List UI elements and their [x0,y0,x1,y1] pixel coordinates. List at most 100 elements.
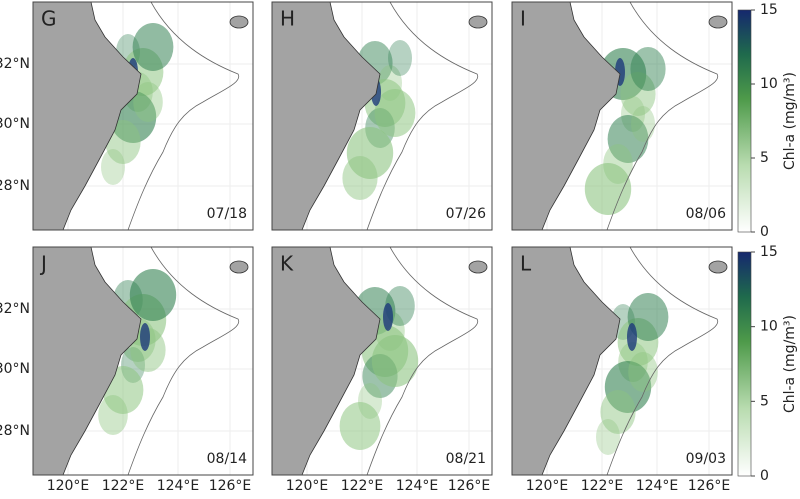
map-content [33,247,253,475]
chl-patch [132,23,174,71]
lon-label: 120°E [47,478,90,494]
land [272,247,381,475]
panel-date: 08/14 [207,451,247,467]
map-panel: K 08/21 [271,246,493,476]
map-content [272,2,492,230]
chl-patch [371,335,419,387]
land [512,247,621,475]
panel-frame [511,1,733,231]
lon-label: 124°E [636,478,679,494]
chl-hotspot [383,303,393,331]
map-panel: I 08/06 [511,1,733,231]
colorbar-tick-label: 0 [760,224,769,240]
panel-letter: H [280,7,295,31]
chl-patch [342,156,378,200]
chl-hotspot [627,323,637,351]
island [708,260,728,274]
chl-patch [630,47,666,91]
lat-label: 32°N [0,56,30,72]
chl-patch [628,352,658,392]
panel-date: 07/26 [446,206,486,222]
chl-patch [596,419,620,455]
land [272,2,381,230]
isobath [127,2,240,230]
lon-label: 124°E [157,478,200,494]
lat-label: 30°N [0,116,30,132]
isobath [366,2,479,230]
panel-date: 08/21 [446,451,486,467]
colorbar [737,9,752,233]
colorbar-tick-label: 15 [760,2,778,18]
chl-patch [98,395,128,435]
chl-patch [129,269,177,321]
panel-date: 07/18 [207,206,247,222]
map-panel: H 07/26 [271,1,493,231]
chl-patch [339,402,381,450]
colorbar-tick-label: 10 [760,76,778,92]
map-panel: J 08/14 [32,246,254,476]
colorbar-tick-label: 5 [760,150,769,166]
isobath [127,247,240,475]
lat-label: 28°N [0,178,30,194]
lat-label: 30°N [0,361,30,377]
colorbar-tick-label: 15 [760,244,778,260]
island [708,15,728,29]
panel-frame [271,1,493,231]
panel-date: 09/03 [686,451,726,467]
land [33,2,142,230]
colorbar-tick-label: 0 [760,468,769,484]
land [512,2,621,230]
colorbar-tick-label: 10 [760,319,778,335]
map-content [512,2,732,230]
lon-label: 124°E [396,478,439,494]
map-panel: G 07/18 [32,1,254,231]
lon-label: 120°E [286,478,329,494]
panel-letter: K [280,252,294,276]
chl-patch [620,72,656,116]
panel-letter: I [520,7,526,31]
lon-label: 120°E [526,478,569,494]
chl-patch [346,127,394,179]
chl-hotspot [140,323,150,351]
island [468,15,488,29]
panel-date: 08/06 [686,206,726,222]
chl-patch [133,82,163,122]
chl-patch [130,328,166,372]
isobath [606,2,719,230]
colorbar-tick-label: 5 [760,393,769,409]
colorbar-label: Chl-a (mg/m³) [782,72,798,170]
colorbar [737,251,752,477]
island [468,260,488,274]
panel-letter: G [41,7,57,31]
map-panel: L 09/03 [511,246,733,476]
chl-patch [607,115,649,163]
map-content [512,247,732,475]
panel-frame [32,1,254,231]
isobath [366,247,479,475]
panel-letter: J [39,252,47,276]
island [229,260,249,274]
isobath [606,247,719,475]
panel-frame [271,246,493,476]
lon-label: 122°E [102,478,145,494]
chl-patch [631,106,655,142]
colorbar-label: Chl-a (mg/m³) [782,315,798,413]
lon-label: 126°E [688,478,731,494]
chl-patch [604,361,652,413]
chl-patch [584,163,632,215]
lat-label: 32°N [0,301,30,317]
chl-patch [388,40,412,76]
lon-label: 126°E [448,478,491,494]
island [229,15,249,29]
panel-frame [32,246,254,476]
lon-label: 126°E [209,478,252,494]
map-content [33,2,253,230]
lon-label: 122°E [581,478,624,494]
panel-frame [511,246,733,476]
chl-patch [101,149,125,185]
chl-patch [600,390,636,434]
chl-patch [627,293,669,341]
lon-label: 122°E [341,478,384,494]
panel-letter: L [520,252,532,276]
